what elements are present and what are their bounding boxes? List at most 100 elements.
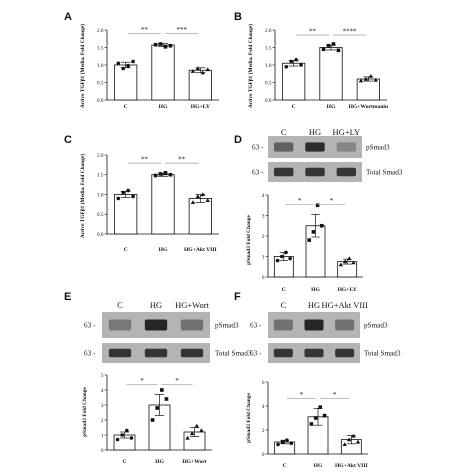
y-tick-label: 0.5 — [97, 212, 104, 218]
bar — [114, 194, 138, 235]
y-tick-label: 2.0 — [97, 28, 104, 34]
data-point — [163, 170, 168, 175]
data-point — [351, 260, 356, 265]
data-point — [195, 66, 201, 71]
data-point — [307, 238, 312, 242]
data-point — [131, 194, 135, 199]
y-tick-label: 0.5 — [265, 80, 272, 86]
panel-letter: E — [64, 291, 71, 303]
blot-row-label: pSmad3 — [366, 144, 390, 152]
data-point — [284, 64, 289, 69]
y-tick-label: 0 — [262, 275, 265, 281]
data-point — [168, 172, 173, 177]
data-point — [294, 57, 298, 62]
significance-label: ** — [178, 156, 186, 164]
blot-lane-label: HG+Wort — [175, 300, 209, 310]
y-tick-label: 4 — [262, 193, 265, 199]
y-tick-label: 2 — [101, 418, 104, 424]
data-point — [200, 192, 205, 197]
data-point — [319, 223, 324, 228]
blot-row-label: Total Smad3 — [366, 169, 403, 177]
y-tick-label: 2.0 — [265, 28, 272, 34]
bar — [114, 64, 138, 101]
data-point — [158, 42, 163, 46]
blot-lane-label: C — [280, 300, 286, 310]
y-tick-label: 5 — [101, 373, 104, 379]
blot-band — [144, 319, 168, 331]
data-point — [351, 433, 356, 438]
data-point — [358, 78, 364, 83]
data-point — [163, 45, 168, 49]
y-tick-label: 2 — [262, 234, 265, 240]
data-point — [288, 256, 292, 261]
y-tick-label: 1.0 — [265, 63, 272, 69]
data-point — [116, 196, 121, 201]
data-point — [126, 63, 130, 68]
data-point — [331, 42, 336, 46]
bar — [151, 44, 175, 101]
blot-band — [304, 319, 324, 331]
data-point — [190, 200, 196, 204]
y-axis-label: pSmad3 Fold Change — [246, 393, 252, 443]
category-label: HG — [327, 104, 336, 110]
data-point — [116, 61, 121, 66]
category-label: HG — [155, 459, 164, 465]
category-label: HG — [311, 287, 320, 293]
blot-band — [305, 167, 325, 177]
data-point — [189, 431, 195, 436]
blot-size-marker: 63 - — [84, 350, 96, 358]
data-point — [120, 433, 124, 437]
y-tick-label: 0 — [262, 452, 265, 458]
panel-e: E C HG HG+Wort 63 - pSmad3 63 - Total Smad3 0 1 2 3… — [64, 291, 252, 465]
data-point — [318, 405, 322, 409]
y-tick-label: 0.0 — [265, 98, 272, 104]
data-point — [275, 258, 280, 263]
category-label: C — [292, 104, 296, 110]
category-label: HG — [159, 247, 168, 253]
data-point — [150, 418, 155, 422]
y-axis-label: Active TGFβ1 (Media, Fold Change) — [79, 24, 86, 109]
blot-band — [108, 319, 132, 331]
blot-row-label: Total Smad3 — [364, 350, 401, 358]
blot-band — [305, 142, 325, 152]
category-label: HG+Akt VIII — [335, 463, 368, 469]
y-tick-label: 1.5 — [97, 45, 104, 51]
y-axis-label: pSmad3 Fold Change — [82, 387, 88, 437]
category-label: HG — [314, 463, 323, 469]
significance-label: * — [330, 197, 334, 205]
blot-band — [336, 167, 357, 177]
data-point — [125, 428, 129, 433]
blot-lane-label: C — [117, 300, 123, 310]
category-label: C — [124, 247, 128, 253]
data-point — [355, 439, 361, 444]
y-axis-label: Active TGFβ1 (Media, Fold Change) — [79, 154, 86, 239]
y-tick-label: 0.0 — [97, 232, 104, 238]
data-point — [373, 77, 378, 82]
category-label: C — [283, 463, 287, 469]
data-point — [153, 173, 158, 178]
blot-band — [180, 348, 204, 358]
blot-lane-label: C — [281, 127, 287, 137]
blot-band — [273, 167, 294, 177]
data-point — [363, 76, 369, 81]
blot-lane-label: HG — [309, 127, 321, 137]
blot-size-marker: 63 - — [250, 350, 262, 358]
panel-letter: F — [234, 291, 241, 303]
panel-letter: C — [64, 134, 72, 146]
blot-lane-label: HG+Akt VIII — [321, 300, 368, 310]
data-point — [276, 442, 280, 447]
data-point — [322, 413, 327, 418]
significance-label: * — [175, 377, 179, 385]
y-axis-label: Active TGFβ1 (Media, Fold Change) — [247, 24, 254, 109]
significance-label: * — [140, 377, 144, 385]
blot-row-label: pSmad3 — [364, 322, 388, 330]
significance-label: ** — [141, 26, 149, 34]
blot-band — [335, 319, 355, 331]
significance-label: * — [333, 391, 337, 399]
category-label: HG+LY — [338, 287, 357, 293]
blot-band — [108, 348, 132, 358]
blot-lane-label: HG — [150, 300, 162, 310]
data-point — [279, 254, 284, 259]
y-tick-label: 0.5 — [97, 80, 104, 86]
